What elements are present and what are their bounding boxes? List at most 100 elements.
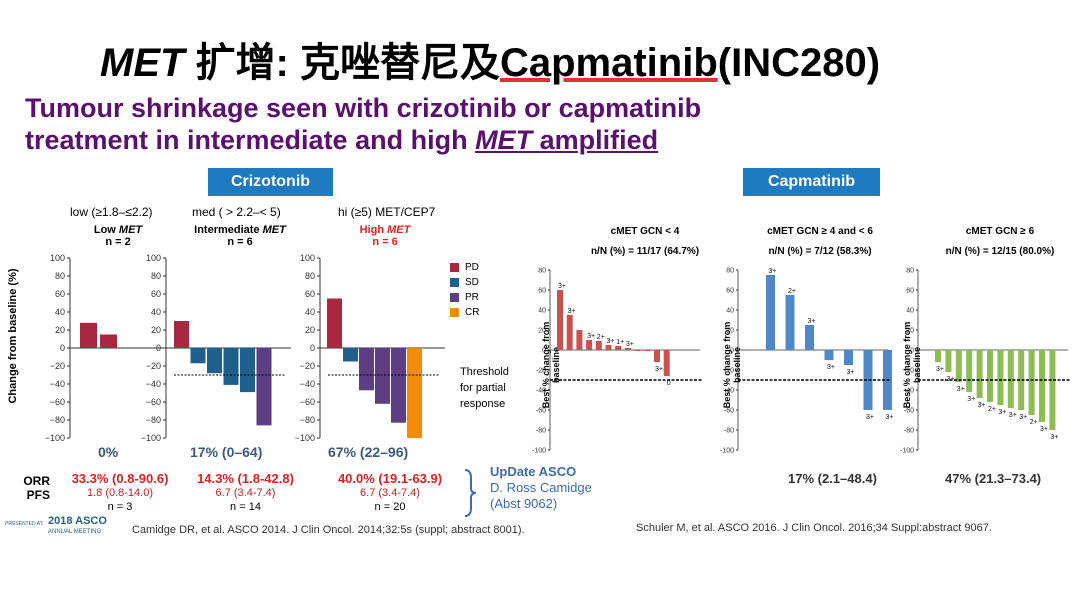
threshold-label-3: response <box>460 398 506 410</box>
criz-group-int: Intermediate MET n = 6 <box>170 224 310 248</box>
criz-bar <box>223 348 239 385</box>
cap-bar-label: 3+ <box>1009 412 1017 419</box>
subtitle-line-1: Tumour shrinkage seen with crizotinib or… <box>25 93 702 123</box>
criz-tick-label: 60 <box>55 289 65 299</box>
criz-tick-label: 0 <box>156 343 161 353</box>
subtitle-met-text: MET <box>475 125 533 155</box>
asco-presented: PRESENTED AT: <box>5 521 44 527</box>
legend-sd-swatch <box>450 277 459 287</box>
criz-pct-int: 17% (0–64) <box>190 444 263 460</box>
legend-cr: CR <box>450 307 479 318</box>
criz-bar <box>375 348 390 404</box>
cap-tick-label: 40 <box>538 308 546 315</box>
cap-bar <box>766 275 775 350</box>
cap-bar-label: 3+ <box>847 369 855 376</box>
crizotinib-header: Crizotonib <box>208 168 333 196</box>
cap-title-1-b: n/N (%) = 11/17 (64.7%) <box>590 246 700 257</box>
cap-bar <box>1028 350 1035 415</box>
criz-tick-label: 60 <box>151 289 161 299</box>
cap-title-3-a: cMET GCN ≥ 6 <box>965 226 1035 237</box>
cap-bar-label: 2+ <box>988 406 996 413</box>
legend-cr-swatch <box>450 307 459 317</box>
cap-bar-label: 3+ <box>607 338 615 345</box>
cap-bar-label: 3+ <box>886 414 894 421</box>
criz-bar <box>407 348 422 438</box>
cap-bar <box>955 350 962 382</box>
criz-tick-label: −40 <box>300 379 315 389</box>
orr-low: 33.3% (0.8-90.6) <box>71 471 169 486</box>
group-high-pre: High <box>359 224 388 236</box>
criz-group-low: Low MET n = 2 <box>78 224 158 248</box>
subtitle-met: MET amplified <box>475 125 658 155</box>
criz-tick-label: −60 <box>146 397 161 407</box>
cap-bar <box>824 350 834 360</box>
criz-tick-label: 20 <box>305 325 315 335</box>
cap-tick-label: 60 <box>906 288 914 295</box>
threshold-label: Threshold for partial response <box>460 364 509 412</box>
cap-bar <box>654 350 660 362</box>
cap-bar-label: 1+ <box>616 339 624 346</box>
cap-bar-label: 3+ <box>769 268 777 275</box>
cap-bar-label: 3+ <box>558 283 566 290</box>
stats-int: 14.3% (1.8-42.8) 6.7 (3.4-7.4) n = 14 <box>183 472 308 514</box>
subtitle-line-2: treatment in intermediate and high MET a… <box>25 124 701 156</box>
orr-int: 14.3% (1.8-42.8) <box>197 471 294 486</box>
criz-tick-label: −80 <box>300 415 315 425</box>
subtitle-line-2-post: amplified <box>532 125 659 155</box>
group-high-it: MET <box>387 224 411 236</box>
cap-tick-label: 20 <box>538 328 546 335</box>
legend-pr: PR <box>450 292 479 303</box>
criz-tick-label: −20 <box>146 361 161 371</box>
cap-tick-label: -40 <box>536 388 546 395</box>
citation-right: Schuler M, et al. ASCO 2016. J Clin Onco… <box>636 522 992 534</box>
cap-bar <box>805 325 814 350</box>
criz-tick-label: −60 <box>300 397 315 407</box>
cap-bar <box>987 350 993 402</box>
cap-bar <box>586 340 593 350</box>
cap-bar <box>595 341 602 350</box>
group-low-pre: Low <box>93 224 119 236</box>
criz-tick-label: 40 <box>55 307 65 317</box>
cap-bar <box>557 290 563 350</box>
pfs-label: PFS <box>26 488 50 502</box>
criz-tick-label: 40 <box>151 307 161 317</box>
criz-tick-label: −80 <box>146 415 161 425</box>
cap-title-1-a: cMET GCN < 4 <box>610 226 680 237</box>
pfs-low: 1.8 (0.8-14.0) <box>86 487 154 499</box>
stats-high: 40.0% (19.1-63.9) 6.7 (3.4-7.4) n = 20 <box>320 472 460 514</box>
cap-tick-label: 20 <box>726 328 734 335</box>
title-cn: 扩增: 克唑替尼及 <box>184 41 500 85</box>
cap-bar-label: 3+ <box>1050 434 1058 441</box>
criz-pct-low: 0% <box>98 444 119 460</box>
n-int: n = 14 <box>230 501 261 513</box>
cap-bar-label: 3+ <box>587 333 595 340</box>
cap-bar <box>634 350 641 351</box>
orr-label: ORR <box>23 474 50 488</box>
cap-tick-label: 80 <box>538 268 546 275</box>
cap-title-3-b: n/N (%) = 12/15 (80.0%) <box>945 246 1055 257</box>
cap-bar <box>576 330 583 350</box>
cap-title-1: cMET GCN < 4 n/N (%) = 11/17 (64.7%) <box>555 222 735 262</box>
cap-tick-label: -100 <box>720 448 734 455</box>
cap-bar <box>1049 350 1056 430</box>
cap-bar-label: 3+ <box>626 341 634 348</box>
title-drug: Capmatinib <box>499 41 718 85</box>
asco-logo: 2018 ASCO ANNUAL MEETING <box>48 516 107 538</box>
citation-left: Camidge DR, et al. ASCO 2014. J Clin Onc… <box>132 524 525 536</box>
cap-tick-label: 0 <box>730 348 734 355</box>
cap-tick-label: -20 <box>724 368 734 375</box>
cap-tick-label: -60 <box>724 408 734 415</box>
cap-bar <box>1007 350 1014 408</box>
cap-title-2: cMET GCN ≥ 4 and < 6 n/N (%) = 7/12 (58.3… <box>740 222 900 262</box>
cap-bar <box>615 346 622 350</box>
criz-tick-label: 0 <box>60 343 65 353</box>
criz-tick-label: −100 <box>141 433 161 443</box>
title-met: MET <box>100 41 185 85</box>
criz-bar <box>256 348 272 426</box>
cap-bar <box>966 350 973 392</box>
criz-tick-label: 100 <box>300 253 315 263</box>
bracket <box>464 469 477 517</box>
cap-tick-label: 40 <box>906 308 914 315</box>
cap-bar <box>1039 350 1045 422</box>
